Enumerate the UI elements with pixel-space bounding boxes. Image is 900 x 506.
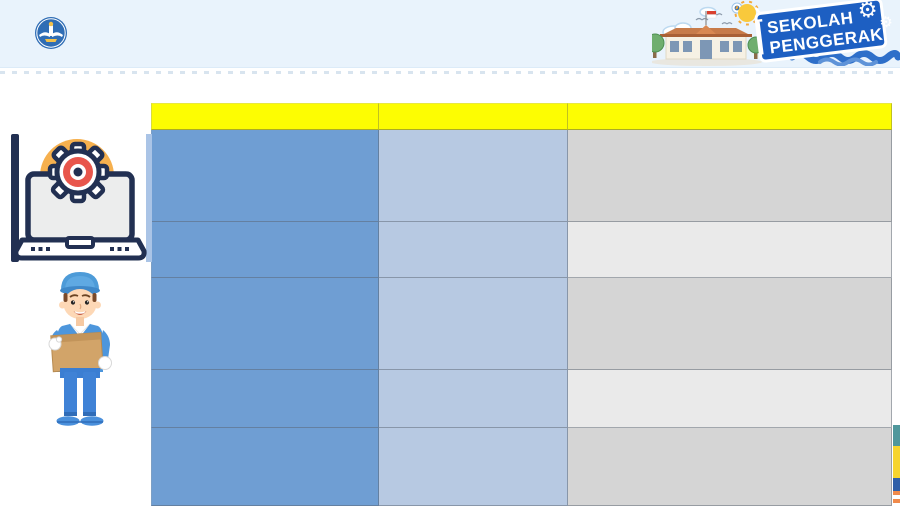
sliver-blue <box>893 478 900 491</box>
sliver-yellow <box>893 446 900 478</box>
sliver-teal <box>893 425 900 446</box>
table-row <box>151 222 892 278</box>
table-cell <box>568 222 892 278</box>
school-scene-illustration: SEKOLAH PENGGERAK ⚙ ⚙ <box>652 0 900 66</box>
flag-icon <box>706 11 717 19</box>
table-row <box>151 370 892 428</box>
table-cell <box>568 428 892 506</box>
table-header-cell <box>568 103 892 130</box>
kemdikbud-logo-icon <box>35 17 67 49</box>
table-cell <box>151 370 379 428</box>
table-row <box>151 130 892 222</box>
sliver-dashes <box>893 491 900 506</box>
gear-icon <box>47 141 110 204</box>
birds-icon <box>695 13 733 25</box>
table-row <box>151 278 892 370</box>
left-accent-bar <box>11 134 19 262</box>
table-cell <box>151 222 379 278</box>
table-cell <box>379 278 568 370</box>
courier-with-box-illustration <box>48 272 112 426</box>
shoes <box>56 416 104 426</box>
table-cell <box>151 428 379 506</box>
brush-stroke <box>788 50 900 66</box>
table-cell <box>568 370 892 428</box>
pants <box>60 368 100 416</box>
cardboard-box <box>50 331 104 373</box>
right-accent-bar <box>146 134 152 262</box>
table-cell <box>379 222 568 278</box>
laptop-base <box>13 236 147 261</box>
laptop-gear-illustration <box>11 134 152 262</box>
table-cell <box>379 370 568 428</box>
gloves <box>48 336 112 370</box>
table-header-cell <box>151 103 379 130</box>
gear-icon: ⚙ <box>878 12 894 32</box>
cropped-illustration-sliver <box>893 425 900 506</box>
gear-icon: ⚙ <box>856 0 879 24</box>
table-row <box>151 428 892 506</box>
header-dotted-divider <box>0 71 900 74</box>
face <box>59 289 101 319</box>
table-header-row <box>151 103 892 130</box>
content-table <box>151 103 892 506</box>
sekolah-penggerak-badge: SEKOLAH PENGGERAK ⚙ ⚙ <box>754 0 894 63</box>
table-header-cell <box>379 103 568 130</box>
table-cell <box>151 278 379 370</box>
table-cell <box>568 278 892 370</box>
neck <box>76 317 84 326</box>
table-cell <box>151 130 379 222</box>
table-cell <box>379 130 568 222</box>
table-cell <box>379 428 568 506</box>
table-cell <box>568 130 892 222</box>
